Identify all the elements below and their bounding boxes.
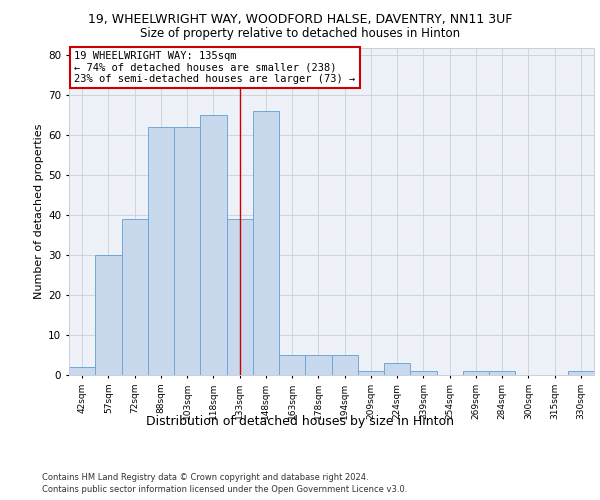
Text: Distribution of detached houses by size in Hinton: Distribution of detached houses by size … [146, 415, 454, 428]
Text: 19 WHEELWRIGHT WAY: 135sqm
← 74% of detached houses are smaller (238)
23% of sem: 19 WHEELWRIGHT WAY: 135sqm ← 74% of deta… [74, 51, 355, 84]
Bar [305, 355, 331, 375]
Text: Contains public sector information licensed under the Open Government Licence v3: Contains public sector information licen… [42, 485, 407, 494]
Bar [95, 255, 121, 375]
Bar [279, 355, 305, 375]
Bar [148, 128, 174, 375]
Text: 19, WHEELWRIGHT WAY, WOODFORD HALSE, DAVENTRY, NN11 3UF: 19, WHEELWRIGHT WAY, WOODFORD HALSE, DAV… [88, 12, 512, 26]
Bar [227, 219, 253, 375]
Bar [69, 367, 95, 375]
Bar [463, 371, 489, 375]
Bar [568, 371, 594, 375]
Bar [331, 355, 358, 375]
Bar [358, 371, 384, 375]
Text: Size of property relative to detached houses in Hinton: Size of property relative to detached ho… [140, 28, 460, 40]
Bar [489, 371, 515, 375]
Y-axis label: Number of detached properties: Number of detached properties [34, 124, 44, 299]
Bar [253, 112, 279, 375]
Bar [410, 371, 437, 375]
Bar [200, 116, 227, 375]
Text: Contains HM Land Registry data © Crown copyright and database right 2024.: Contains HM Land Registry data © Crown c… [42, 472, 368, 482]
Bar [174, 128, 200, 375]
Bar [121, 219, 148, 375]
Bar [384, 363, 410, 375]
